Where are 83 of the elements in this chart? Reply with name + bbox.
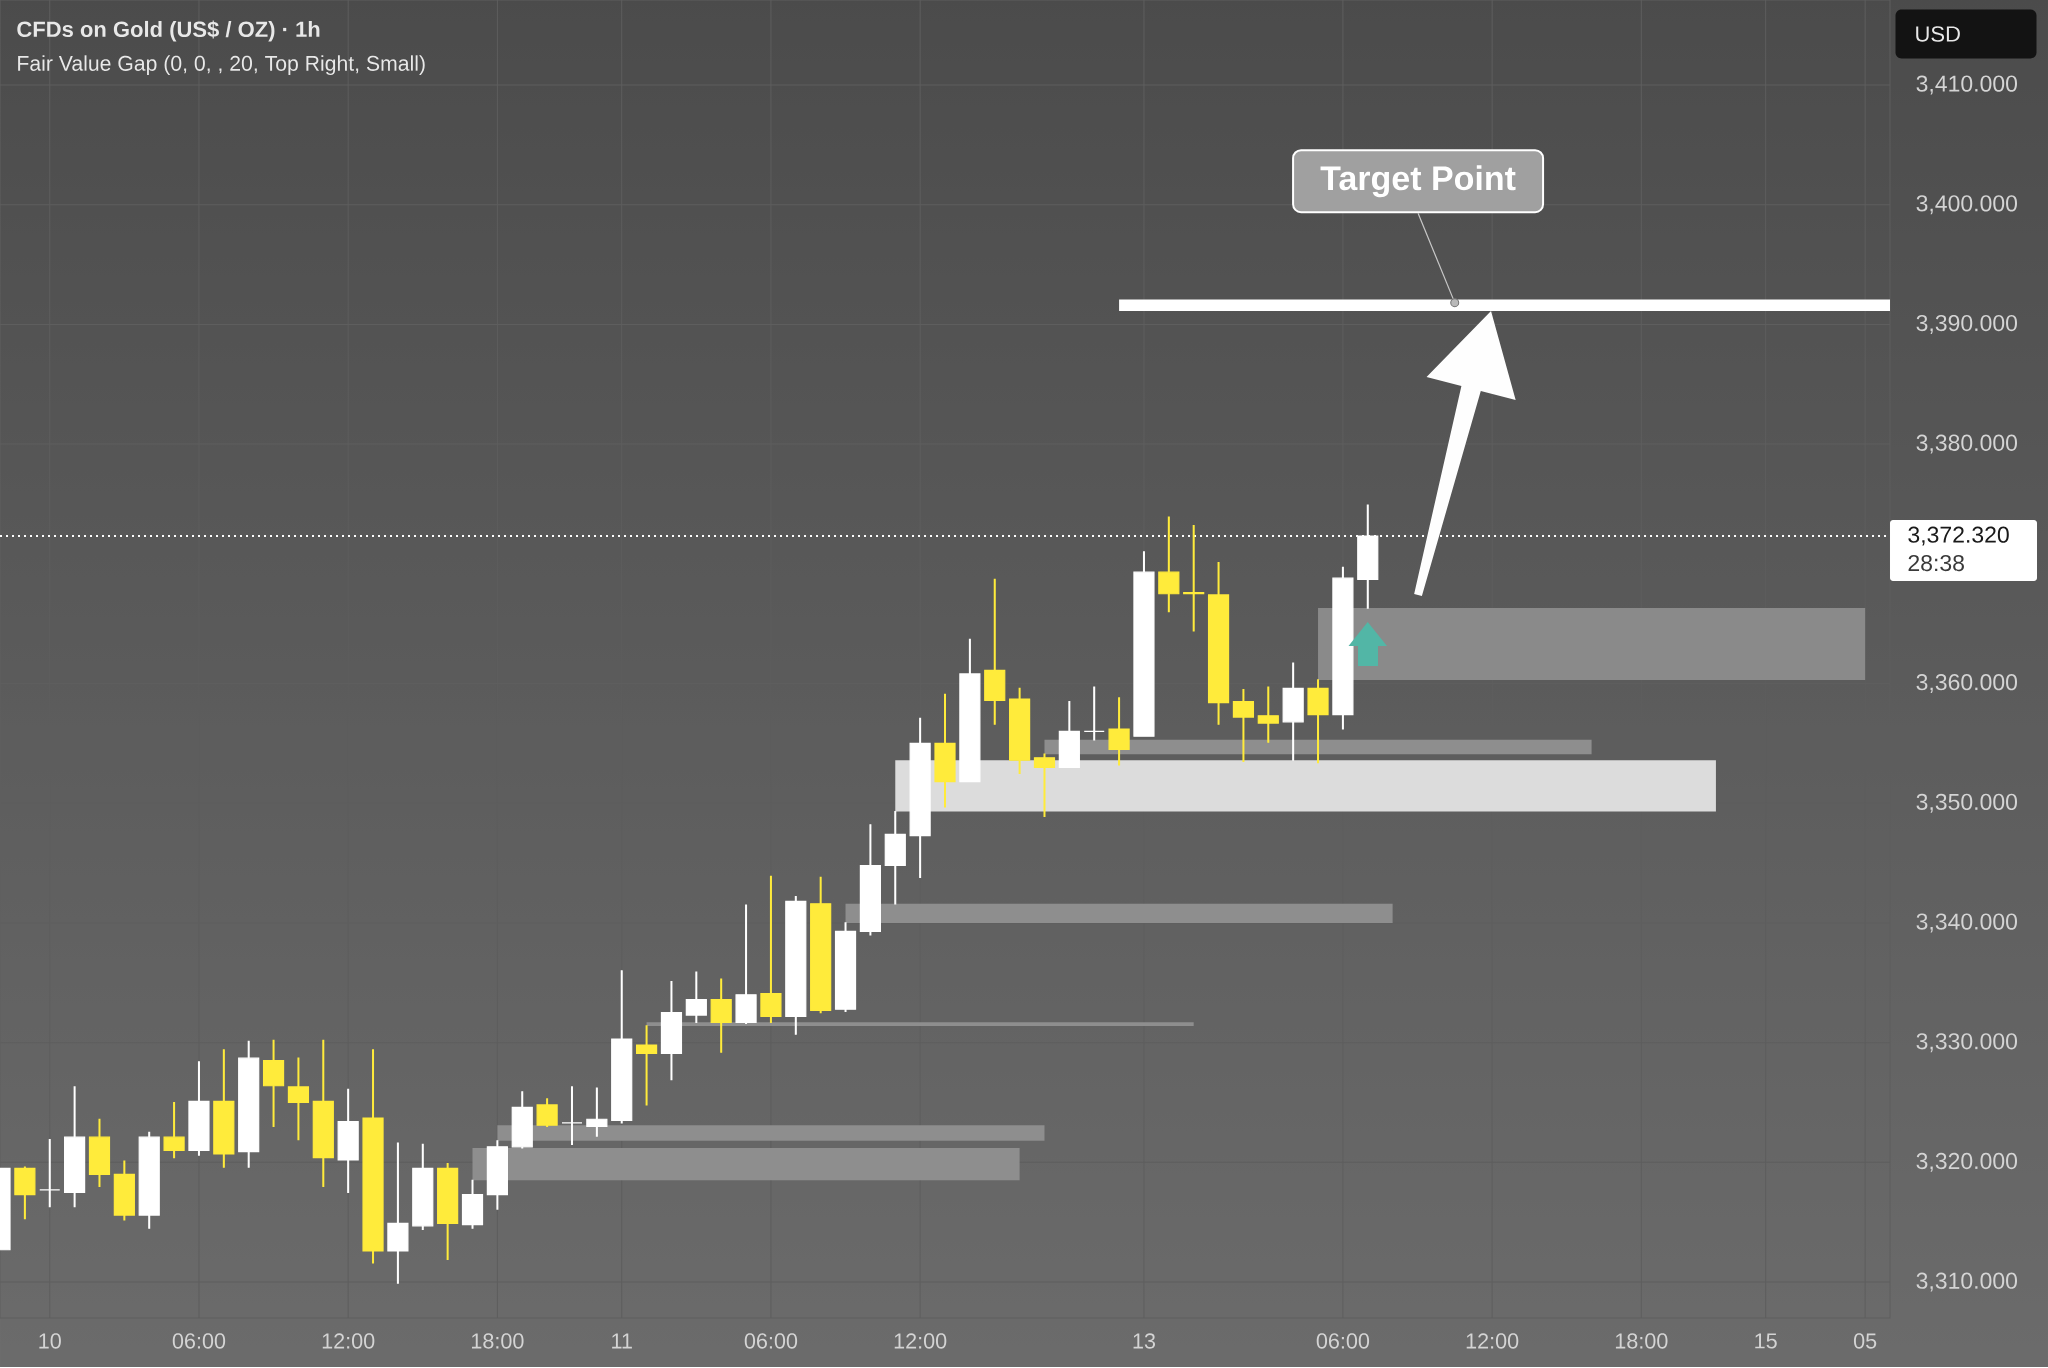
- candlestick: [735, 904, 757, 1025]
- x-tick-label: 15: [1755, 1333, 1777, 1349]
- text: Fair Value Gap (0, 0, , 20, Top Right, Small): [18, 55, 425, 76]
- text: CFDs on Gold (US$ / OZ) · 1h: [17, 20, 320, 42]
- y-tick-label: 3,400.000: [1916, 195, 2018, 215]
- candlestick: [586, 1087, 608, 1137]
- candlestick: [88, 1118, 111, 1187]
- candlestick: [262, 1039, 285, 1128]
- y-tick-label: 3,320.000: [1916, 1152, 2018, 1172]
- candlestick: [312, 1039, 334, 1187]
- candlestick: [337, 1088, 359, 1193]
- candlestick: [1009, 687, 1031, 774]
- x-tick-label: 12:00: [1466, 1333, 1519, 1349]
- x-tick-label: 12:00: [894, 1333, 947, 1349]
- text: 28:38: [1908, 554, 1964, 572]
- x-tick-label: 18:00: [1615, 1333, 1668, 1349]
- candlestick: [859, 824, 881, 936]
- candlestick: [561, 1086, 583, 1145]
- candlestick: [486, 1140, 508, 1210]
- y-tick-label: 3,340.000: [1916, 913, 2018, 933]
- y-tick-label: 3,350.000: [1916, 793, 2018, 813]
- candlestick: [14, 1166, 36, 1220]
- candlestick: [710, 978, 732, 1053]
- candlestick: [909, 717, 931, 879]
- candlestick: [1207, 562, 1230, 725]
- candlestick: [1183, 524, 1205, 632]
- x-tick-label: 12:00: [322, 1333, 375, 1349]
- candlestick: [1307, 679, 1329, 764]
- x-tick-label: 06:00: [172, 1333, 226, 1349]
- candlestick: [635, 1025, 658, 1106]
- candlestick: [760, 875, 782, 1023]
- candlestick: [660, 981, 683, 1081]
- candlestick: [834, 922, 857, 1013]
- candlestick: [387, 1142, 409, 1284]
- candlestick: [685, 971, 707, 1023]
- x-tick-label: 05: [1853, 1333, 1877, 1349]
- candlestick: [461, 1179, 484, 1229]
- legend-label: Target Point: [1320, 165, 1516, 198]
- candlestick: [984, 578, 1006, 725]
- candlestick: [611, 970, 633, 1124]
- candlestick: [412, 1143, 434, 1230]
- x-tick-label: 13: [1133, 1333, 1156, 1349]
- candlestick: [1058, 700, 1080, 768]
- candlestick: [1133, 551, 1155, 737]
- candlestick: [437, 1162, 459, 1260]
- x-tick-label: 18:00: [471, 1333, 524, 1349]
- y-axis-title: USD: [1916, 26, 1960, 42]
- candlestick: [213, 1049, 235, 1168]
- candlestick: [1282, 662, 1304, 761]
- x-tick-label: 06:00: [744, 1333, 798, 1349]
- y-tick-label: 3,310.000: [1916, 1272, 2018, 1292]
- candlestick: [287, 1057, 310, 1141]
- candlestick: [536, 1098, 558, 1128]
- candlestick: [1332, 566, 1354, 730]
- candlestick: [188, 1061, 210, 1156]
- candlestick: [1033, 753, 1056, 817]
- candlestick: [64, 1086, 86, 1208]
- x-tick-label: 11: [612, 1333, 632, 1349]
- y-tick-label: 3,360.000: [1916, 674, 2018, 694]
- candlestick: [238, 1040, 260, 1168]
- candlestick: [1257, 686, 1279, 743]
- candlestick: [1108, 697, 1130, 766]
- candlestick: [810, 876, 832, 1014]
- ref-line-label: 3,372.320: [1908, 526, 2009, 546]
- candlestick: [163, 1101, 185, 1159]
- candlestick: [1158, 516, 1180, 613]
- y-tick-label: 3,380.000: [1916, 434, 2018, 454]
- y-tick-label: 3,390.000: [1916, 314, 2018, 334]
- candlestick: [959, 638, 981, 783]
- candlestick: [113, 1160, 135, 1221]
- x-tick-label: 10: [39, 1333, 61, 1349]
- candlestick: [884, 811, 906, 905]
- candlestick: [138, 1131, 160, 1229]
- x-tick-label: 06:00: [1316, 1333, 1370, 1349]
- candlestick: [785, 896, 807, 1035]
- y-tick-label: 3,410.000: [1916, 75, 2018, 95]
- candlestick: [39, 1139, 61, 1208]
- candlestick: [934, 693, 956, 808]
- y-tick-label: 3,330.000: [1916, 1033, 2018, 1053]
- candlestick: [1083, 686, 1105, 741]
- candlestick: [362, 1049, 384, 1264]
- candlestick: [1232, 688, 1255, 762]
- candlestick: [511, 1091, 533, 1149]
